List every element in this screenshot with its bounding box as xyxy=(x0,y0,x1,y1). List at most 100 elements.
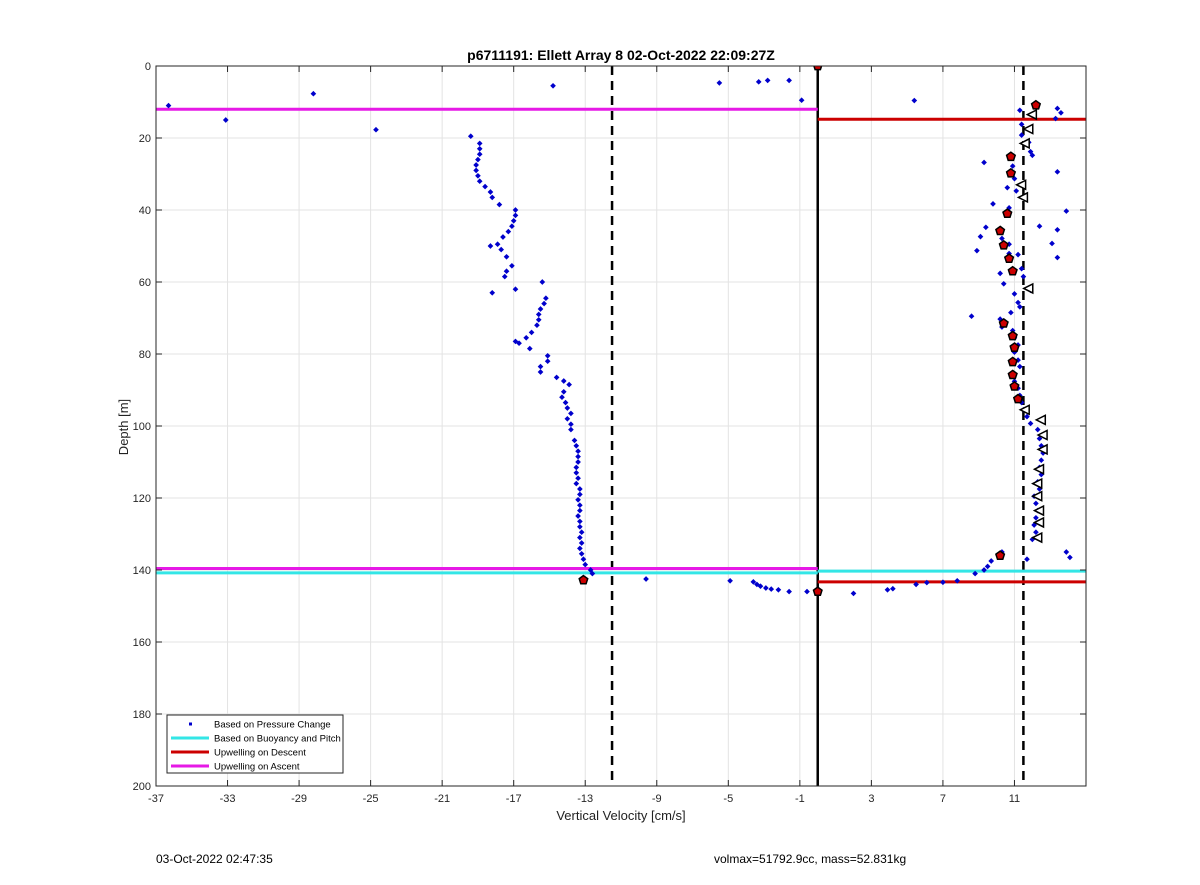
y-tick-label: 160 xyxy=(133,637,151,649)
ascent-marker xyxy=(1022,282,1034,295)
data-point xyxy=(575,459,581,465)
x-tick-label: -21 xyxy=(434,793,450,805)
data-point xyxy=(512,338,519,345)
data-point xyxy=(577,534,583,541)
data-point xyxy=(573,469,580,476)
footer-timestamp: 03-Oct-2022 02:47:35 xyxy=(156,852,273,866)
descent-marker xyxy=(1003,253,1015,263)
data-point xyxy=(1013,188,1020,194)
y-tick-label: 40 xyxy=(139,205,151,217)
data-point xyxy=(577,486,583,492)
data-point xyxy=(727,577,733,584)
x-tick-label: -33 xyxy=(220,793,236,805)
data-point xyxy=(1024,556,1030,563)
data-point xyxy=(559,394,565,401)
data-point xyxy=(1033,529,1039,536)
data-point xyxy=(564,405,571,411)
ascent-marker xyxy=(1032,504,1045,517)
data-point xyxy=(476,145,483,152)
data-point xyxy=(560,378,567,384)
data-point xyxy=(373,126,379,133)
data-point xyxy=(573,480,580,487)
data-point xyxy=(1016,363,1023,370)
data-point xyxy=(467,133,474,140)
ascent-marker xyxy=(1018,404,1030,416)
data-point xyxy=(544,352,551,359)
x-tick-label: -17 xyxy=(506,793,522,805)
data-point xyxy=(580,556,587,563)
ascent-marker xyxy=(1031,490,1043,502)
data-point xyxy=(501,273,508,280)
data-point xyxy=(500,234,506,240)
data-point xyxy=(568,426,574,433)
data-point xyxy=(512,212,519,219)
data-point xyxy=(764,77,771,84)
data-point xyxy=(566,381,572,388)
data-point xyxy=(768,586,775,592)
descent-marker xyxy=(995,225,1006,236)
data-point xyxy=(1024,413,1030,420)
data-point xyxy=(940,579,946,586)
data-point xyxy=(1015,251,1021,258)
y-tick-label: 100 xyxy=(133,421,151,433)
data-point xyxy=(512,286,519,293)
descent-marker xyxy=(998,317,1009,328)
data-point xyxy=(577,507,583,514)
ascent-marker xyxy=(1032,463,1045,475)
data-point xyxy=(541,300,547,307)
data-point xyxy=(1018,121,1025,128)
x-axis-label: Vertical Velocity [cm/s] xyxy=(556,808,685,823)
data-point xyxy=(550,82,556,89)
chart-title: p6711191: Ellett Array 8 02-Oct-2022 22:… xyxy=(467,47,775,63)
data-point xyxy=(535,316,542,323)
data-point xyxy=(1038,457,1045,464)
data-point xyxy=(503,268,510,275)
data-point xyxy=(505,228,512,235)
data-point xyxy=(489,194,496,201)
y-tick-label: 80 xyxy=(139,349,151,361)
y-axis-label: Depth [m] xyxy=(116,399,131,455)
data-point xyxy=(1058,109,1064,116)
data-point xyxy=(890,585,896,592)
data-point xyxy=(577,523,583,530)
y-tick-label: 60 xyxy=(139,277,151,289)
data-point xyxy=(804,588,810,595)
data-point xyxy=(577,502,583,509)
descent-marker xyxy=(1005,151,1017,162)
data-point xyxy=(553,374,560,381)
data-point xyxy=(582,561,589,568)
y-tick-label: 200 xyxy=(133,781,151,793)
data-point xyxy=(1054,226,1061,233)
data-point xyxy=(984,563,991,570)
data-point xyxy=(539,279,546,285)
data-point xyxy=(1034,426,1041,433)
x-tick-label: -37 xyxy=(148,793,164,805)
data-point xyxy=(577,491,583,498)
data-point xyxy=(763,585,769,591)
descent-marker xyxy=(1005,167,1017,178)
descent-marker xyxy=(1007,265,1018,276)
data-point xyxy=(1004,184,1011,191)
data-point xyxy=(165,102,172,109)
data-point xyxy=(988,558,995,564)
data-point xyxy=(487,189,494,195)
data-point xyxy=(1054,105,1061,112)
data-point xyxy=(1063,549,1070,555)
data-point xyxy=(750,579,757,585)
footer-summary: volmax=51792.9cc, mass=52.831kg xyxy=(714,852,907,866)
data-point xyxy=(798,97,805,104)
data-point xyxy=(528,329,535,336)
x-tick-label: -29 xyxy=(291,793,307,805)
data-point xyxy=(494,241,501,248)
data-point xyxy=(571,437,578,444)
data-point xyxy=(476,151,483,158)
y-tick-label: 140 xyxy=(133,565,151,577)
data-point xyxy=(578,540,585,546)
descent-marker xyxy=(995,550,1006,560)
legend-label: Upwelling on Ascent xyxy=(214,762,300,773)
descent-marker xyxy=(1009,342,1020,352)
ascent-marker xyxy=(1022,123,1034,135)
data-point xyxy=(476,178,483,185)
data-point xyxy=(562,399,569,406)
